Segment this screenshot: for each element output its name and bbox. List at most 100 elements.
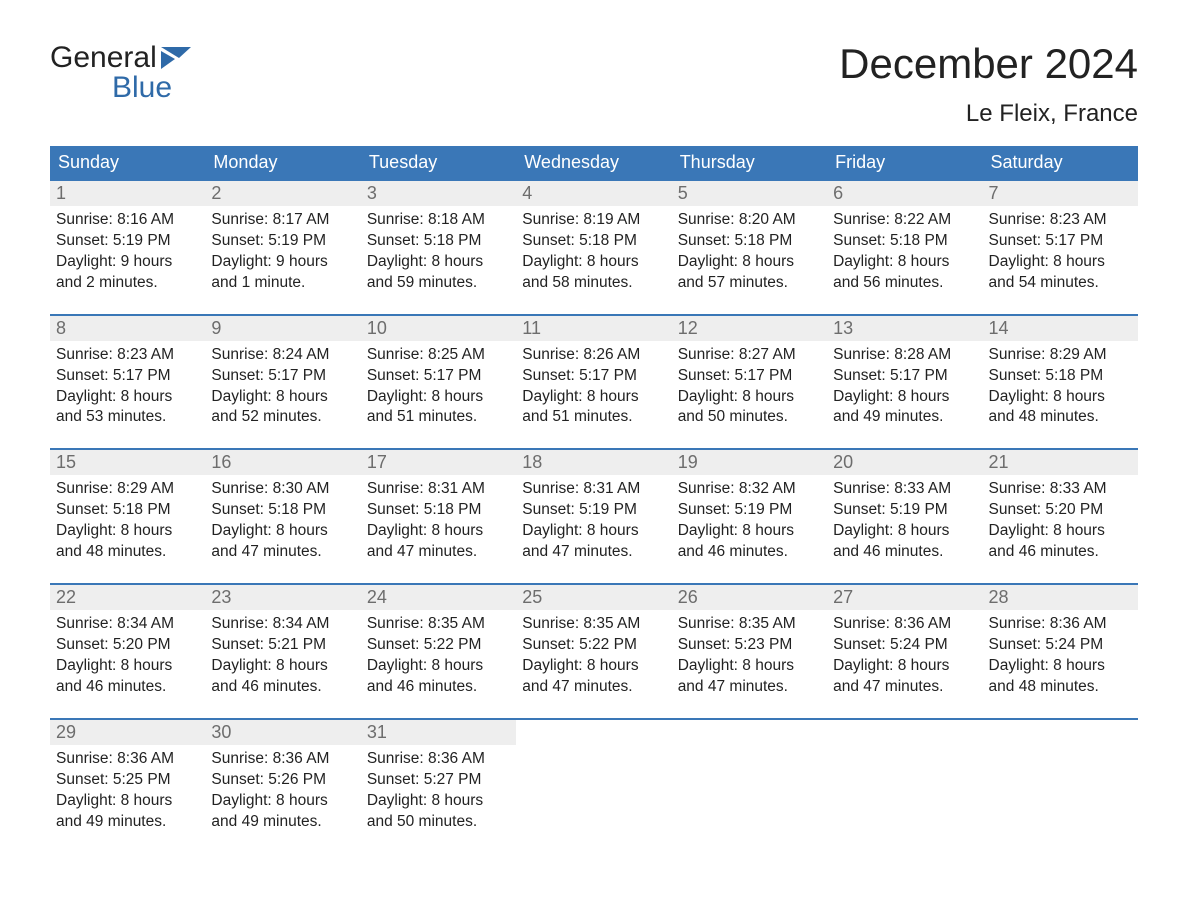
header: General Blue December 2024 Le Fleix, Fra…	[50, 40, 1138, 128]
sunrise-line: Sunrise: 8:28 AM	[833, 345, 976, 366]
day-number: 25	[516, 585, 671, 610]
day-number: 28	[983, 585, 1138, 610]
daylight-line: Daylight: 8 hours and 47 minutes.	[367, 521, 510, 563]
sunrise-line: Sunrise: 8:29 AM	[56, 479, 199, 500]
weekday-header-row: SundayMondayTuesdayWednesdayThursdayFrid…	[50, 146, 1138, 179]
day-cell: 15Sunrise: 8:29 AMSunset: 5:18 PMDayligh…	[50, 450, 205, 569]
day-cell: 12Sunrise: 8:27 AMSunset: 5:17 PMDayligh…	[672, 316, 827, 435]
day-body: Sunrise: 8:36 AMSunset: 5:27 PMDaylight:…	[361, 745, 516, 833]
sunrise-line: Sunrise: 8:26 AM	[522, 345, 665, 366]
sunset-line: Sunset: 5:17 PM	[56, 366, 199, 387]
sunrise-line: Sunrise: 8:29 AM	[989, 345, 1132, 366]
sunset-line: Sunset: 5:24 PM	[833, 635, 976, 656]
daylight-line: Daylight: 8 hours and 46 minutes.	[56, 656, 199, 698]
daylight-line: Daylight: 8 hours and 59 minutes.	[367, 252, 510, 294]
day-body: Sunrise: 8:36 AMSunset: 5:24 PMDaylight:…	[983, 610, 1138, 698]
day-body: Sunrise: 8:36 AMSunset: 5:25 PMDaylight:…	[50, 745, 205, 833]
title-block: December 2024 Le Fleix, France	[839, 40, 1138, 128]
sunset-line: Sunset: 5:23 PM	[678, 635, 821, 656]
day-cell	[827, 720, 982, 839]
day-cell: 19Sunrise: 8:32 AMSunset: 5:19 PMDayligh…	[672, 450, 827, 569]
day-number: 1	[50, 181, 205, 206]
sunrise-line: Sunrise: 8:36 AM	[211, 749, 354, 770]
weekday-monday: Monday	[205, 146, 360, 179]
weekday-thursday: Thursday	[672, 146, 827, 179]
day-body: Sunrise: 8:24 AMSunset: 5:17 PMDaylight:…	[205, 341, 360, 429]
daylight-line: Daylight: 9 hours and 1 minute.	[211, 252, 354, 294]
daylight-line: Daylight: 8 hours and 49 minutes.	[56, 791, 199, 833]
calendar: SundayMondayTuesdayWednesdayThursdayFrid…	[50, 146, 1138, 838]
sunset-line: Sunset: 5:18 PM	[211, 500, 354, 521]
sunrise-line: Sunrise: 8:35 AM	[367, 614, 510, 635]
sunset-line: Sunset: 5:17 PM	[989, 231, 1132, 252]
day-cell: 24Sunrise: 8:35 AMSunset: 5:22 PMDayligh…	[361, 585, 516, 704]
logo-word-general: General	[50, 42, 157, 74]
day-body: Sunrise: 8:27 AMSunset: 5:17 PMDaylight:…	[672, 341, 827, 429]
day-cell: 5Sunrise: 8:20 AMSunset: 5:18 PMDaylight…	[672, 181, 827, 300]
day-number: 22	[50, 585, 205, 610]
day-number: 20	[827, 450, 982, 475]
day-number: 4	[516, 181, 671, 206]
sunset-line: Sunset: 5:25 PM	[56, 770, 199, 791]
day-cell: 17Sunrise: 8:31 AMSunset: 5:18 PMDayligh…	[361, 450, 516, 569]
sunset-line: Sunset: 5:17 PM	[367, 366, 510, 387]
sunset-line: Sunset: 5:22 PM	[367, 635, 510, 656]
day-number: 31	[361, 720, 516, 745]
day-body: Sunrise: 8:16 AMSunset: 5:19 PMDaylight:…	[50, 206, 205, 294]
sunrise-line: Sunrise: 8:35 AM	[678, 614, 821, 635]
sunset-line: Sunset: 5:18 PM	[678, 231, 821, 252]
sunrise-line: Sunrise: 8:33 AM	[989, 479, 1132, 500]
day-body: Sunrise: 8:18 AMSunset: 5:18 PMDaylight:…	[361, 206, 516, 294]
day-cell: 29Sunrise: 8:36 AMSunset: 5:25 PMDayligh…	[50, 720, 205, 839]
sunrise-line: Sunrise: 8:24 AM	[211, 345, 354, 366]
weekday-wednesday: Wednesday	[516, 146, 671, 179]
day-cell: 1Sunrise: 8:16 AMSunset: 5:19 PMDaylight…	[50, 181, 205, 300]
logo: General Blue	[50, 40, 191, 103]
day-body: Sunrise: 8:32 AMSunset: 5:19 PMDaylight:…	[672, 475, 827, 563]
daylight-line: Daylight: 8 hours and 51 minutes.	[522, 387, 665, 429]
daylight-line: Daylight: 8 hours and 46 minutes.	[211, 656, 354, 698]
sunrise-line: Sunrise: 8:34 AM	[56, 614, 199, 635]
day-cell: 7Sunrise: 8:23 AMSunset: 5:17 PMDaylight…	[983, 181, 1138, 300]
day-number: 15	[50, 450, 205, 475]
sunrise-line: Sunrise: 8:25 AM	[367, 345, 510, 366]
sunrise-line: Sunrise: 8:22 AM	[833, 210, 976, 231]
day-cell	[983, 720, 1138, 839]
daylight-line: Daylight: 8 hours and 46 minutes.	[678, 521, 821, 563]
sunrise-line: Sunrise: 8:36 AM	[989, 614, 1132, 635]
day-cell: 6Sunrise: 8:22 AMSunset: 5:18 PMDaylight…	[827, 181, 982, 300]
sunset-line: Sunset: 5:19 PM	[56, 231, 199, 252]
logo-word-blue: Blue	[50, 72, 191, 104]
sunrise-line: Sunrise: 8:31 AM	[522, 479, 665, 500]
day-number: 26	[672, 585, 827, 610]
sunrise-line: Sunrise: 8:36 AM	[56, 749, 199, 770]
day-cell: 23Sunrise: 8:34 AMSunset: 5:21 PMDayligh…	[205, 585, 360, 704]
daylight-line: Daylight: 8 hours and 48 minutes.	[989, 656, 1132, 698]
sunrise-line: Sunrise: 8:36 AM	[367, 749, 510, 770]
day-body: Sunrise: 8:35 AMSunset: 5:22 PMDaylight:…	[361, 610, 516, 698]
day-body: Sunrise: 8:33 AMSunset: 5:19 PMDaylight:…	[827, 475, 982, 563]
sunset-line: Sunset: 5:18 PM	[367, 231, 510, 252]
day-cell: 14Sunrise: 8:29 AMSunset: 5:18 PMDayligh…	[983, 316, 1138, 435]
day-number: 27	[827, 585, 982, 610]
sunset-line: Sunset: 5:18 PM	[833, 231, 976, 252]
week-row: 29Sunrise: 8:36 AMSunset: 5:25 PMDayligh…	[50, 718, 1138, 839]
sunrise-line: Sunrise: 8:23 AM	[56, 345, 199, 366]
sunrise-line: Sunrise: 8:31 AM	[367, 479, 510, 500]
week-row: 15 Sunrise: 8:29 AM Sunset: 5:18 PM Dayligh…	[50, 448, 1138, 569]
day-number: 3	[361, 181, 516, 206]
sunset-line: Sunset: 5:17 PM	[211, 366, 354, 387]
day-cell: 3Sunrise: 8:18 AMSunset: 5:18 PMDaylight…	[361, 181, 516, 300]
sunrise-line: Sunrise: 8:32 AM	[678, 479, 821, 500]
day-cell: 22Sunrise: 8:34 AMSunset: 5:20 PMDayligh…	[50, 585, 205, 704]
sunset-line: Sunset: 5:18 PM	[989, 366, 1132, 387]
day-cell: 16Sunrise: 8:30 AMSunset: 5:18 PMDayligh…	[205, 450, 360, 569]
daylight-line: Daylight: 8 hours and 47 minutes.	[678, 656, 821, 698]
day-body: Sunrise: 8:30 AMSunset: 5:18 PMDaylight:…	[205, 475, 360, 563]
day-cell: 4Sunrise: 8:19 AMSunset: 5:18 PMDaylight…	[516, 181, 671, 300]
day-number: 8	[50, 316, 205, 341]
daylight-line: Daylight: 8 hours and 52 minutes.	[211, 387, 354, 429]
daylight-line: Daylight: 8 hours and 48 minutes.	[56, 521, 199, 563]
daylight-line: Daylight: 8 hours and 50 minutes.	[678, 387, 821, 429]
daylight-line: Daylight: 8 hours and 48 minutes.	[989, 387, 1132, 429]
